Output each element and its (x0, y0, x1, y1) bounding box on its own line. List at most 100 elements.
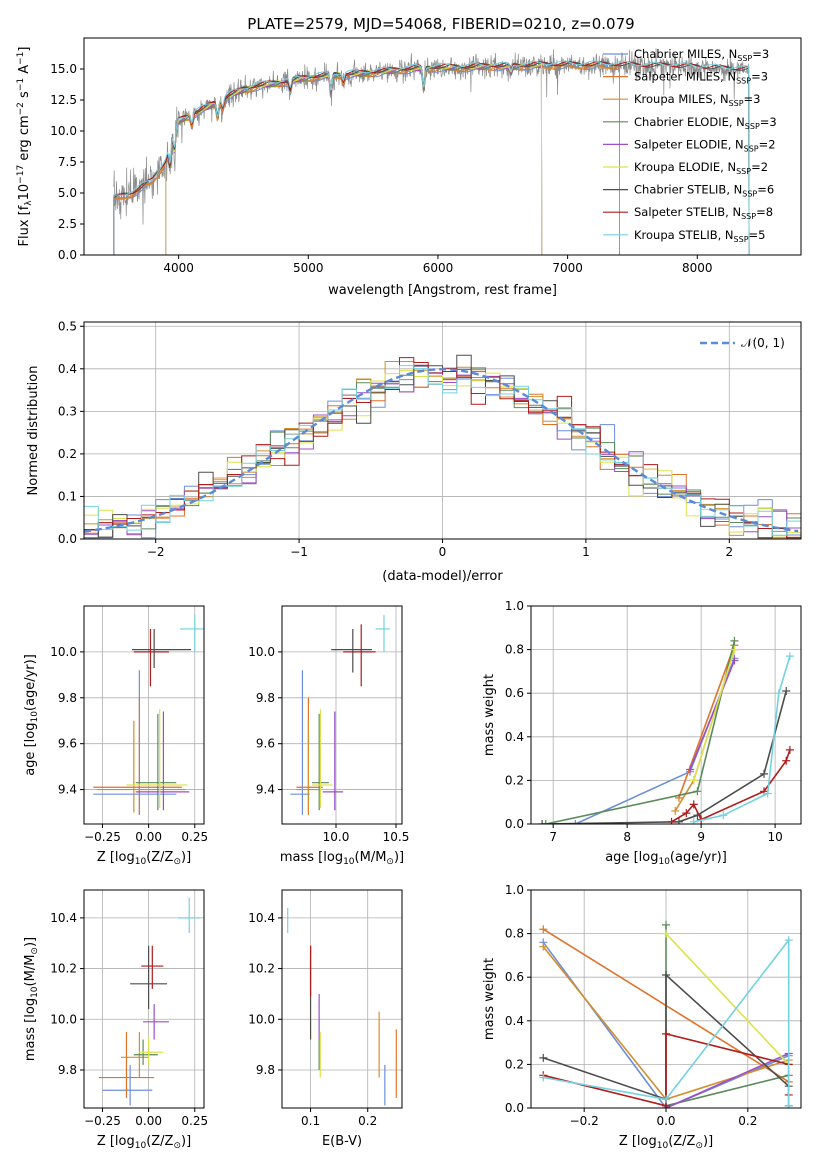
legend-subscript: SSP (745, 122, 760, 131)
plot-area (538, 636, 794, 824)
weight-marker (539, 1073, 548, 1082)
weight-marker (662, 920, 670, 929)
legend-entry: Chabrier ELODIE, NSSP=3 (634, 115, 777, 131)
weight-marker (662, 971, 670, 980)
weight-marker (674, 817, 683, 824)
y-tick-label: 10.4 (248, 911, 275, 925)
label-part: ⊙ (386, 857, 394, 867)
y-tick-label: 0.8 (505, 927, 524, 941)
legend-entry: Kroupa ELODIE, NSSP=2 (634, 160, 768, 176)
y-tick-label: 9.4 (256, 783, 275, 797)
label-part: λ (24, 200, 34, 206)
weight-marker (760, 769, 769, 778)
model-fit-line (113, 64, 620, 255)
y-tick-label: 0.2 (505, 773, 524, 787)
x-tick-label: 0.00 (135, 830, 162, 844)
label-part: (M/M (23, 955, 38, 987)
y-axis-label: Flux [fλ10−17 erg cm−2 s−1 A−1] (16, 47, 34, 247)
plot-area (93, 615, 204, 815)
x-tick-label: 0.1 (301, 1114, 320, 1128)
x-tick-label: 10.0 (323, 830, 350, 844)
weight-marker (763, 789, 772, 798)
x-tick-label: −1 (290, 545, 308, 559)
weight-line (665, 924, 789, 1107)
x-tick-label: 0.25 (181, 830, 208, 844)
model-fit-line (113, 64, 620, 255)
label-part: mass weight (482, 674, 497, 756)
weight-marker (538, 820, 547, 824)
y-tick-label: 10.0 (50, 645, 77, 659)
x-axis-label: wavelength [Angstrom, rest frame] (328, 283, 557, 298)
label-part: Flux [f (17, 205, 32, 246)
weight-line (543, 937, 790, 1106)
weight-marker (539, 942, 548, 951)
legend-model-name: Salpeter STELIB, N (634, 205, 741, 219)
y-tick-label: 9.8 (256, 1063, 275, 1077)
weight-marker (693, 787, 702, 796)
weight-marker (784, 936, 793, 945)
x-axis-label: age [log10(age/yr)] (605, 850, 727, 867)
label-part: 10 (30, 986, 40, 998)
plot-area (84, 354, 801, 539)
x-tick-label: 0.2 (738, 1114, 757, 1128)
label-part: (data-model)/error (382, 569, 503, 584)
weight-marker (571, 820, 580, 824)
weight-marker (682, 809, 691, 818)
plot-area (290, 615, 390, 815)
weight-marker (784, 1101, 793, 1108)
legend-subscript: SSP (729, 99, 744, 108)
y-tick-label: 7.5 (58, 155, 77, 169)
weight-line (689, 660, 736, 770)
residual-histogram (84, 365, 801, 536)
weight-marker (730, 645, 739, 654)
y-tick-label: 1.0 (505, 599, 524, 613)
y-tick-label: 0.4 (58, 362, 77, 376)
label-part: mass [log (280, 850, 343, 865)
mass-vs-extinction-panel: 0.1 0.2 9.8 10.0 10.2 10.4 E(B-V) (248, 889, 403, 1149)
label-part: 10 (343, 857, 355, 867)
legend-model-name: Kroupa ELODIE, N (634, 160, 736, 174)
label-part: Z [log (97, 1134, 135, 1149)
plot-area (287, 907, 397, 1106)
y-tick-label: 15.0 (50, 62, 77, 76)
legend-count: =3 (744, 92, 761, 106)
label-part: Z [log (97, 850, 135, 865)
legend-model-name: Salpeter MILES, N (634, 70, 736, 84)
legend-subscript: SSP (736, 167, 751, 176)
label-part: mass weight (482, 958, 497, 1040)
model-fit-line (113, 60, 750, 255)
legend-model-name: Salpeter ELODIE, N (634, 137, 744, 151)
legend-model-name: Kroupa STELIB, N (634, 228, 734, 242)
y-tick-label: 9.6 (58, 737, 77, 751)
legend-count: =2 (751, 160, 768, 174)
label-part: ] (17, 47, 32, 52)
label-part: (Z/Z (668, 1134, 695, 1149)
x-axis-label: (data-model)/error (382, 569, 503, 584)
x-axis-label: E(B-V) (322, 1134, 362, 1149)
legend-subscript: SSP (734, 235, 749, 244)
figure-title: PLATE=2579, MJD=54068, FIBERID=0210, z=0… (247, 15, 634, 33)
y-tick-label: 10.4 (50, 911, 77, 925)
y-tick-label: 12.5 (50, 93, 77, 107)
label-part: −1 (16, 52, 26, 65)
weight-marker (689, 800, 698, 809)
y-tick-label: 0.0 (58, 248, 77, 262)
x-tick-label: 0 (439, 545, 447, 559)
label-part: ⊙ (695, 1141, 703, 1151)
label-part: 10 (135, 1141, 147, 1151)
label-part: (M/M (355, 850, 387, 865)
weight-marker (662, 1095, 670, 1104)
label-part: (age/yr)] (23, 654, 38, 711)
y-tick-label: 10.0 (248, 1012, 275, 1026)
x-tick-label: 10 (767, 830, 782, 844)
weight-line (542, 690, 787, 824)
y-tick-label: 5.0 (58, 186, 77, 200)
legend-subscript: SSP (744, 144, 759, 153)
label-part: wavelength [Angstrom, rest frame] (328, 283, 557, 298)
legend-entry: Salpeter MILES, NSSP=3 (634, 70, 768, 86)
weight-line (692, 649, 736, 781)
x-axis-label: Z [log10(Z/Z⊙)] (97, 850, 191, 867)
y-tick-label: 10.0 (50, 124, 77, 138)
